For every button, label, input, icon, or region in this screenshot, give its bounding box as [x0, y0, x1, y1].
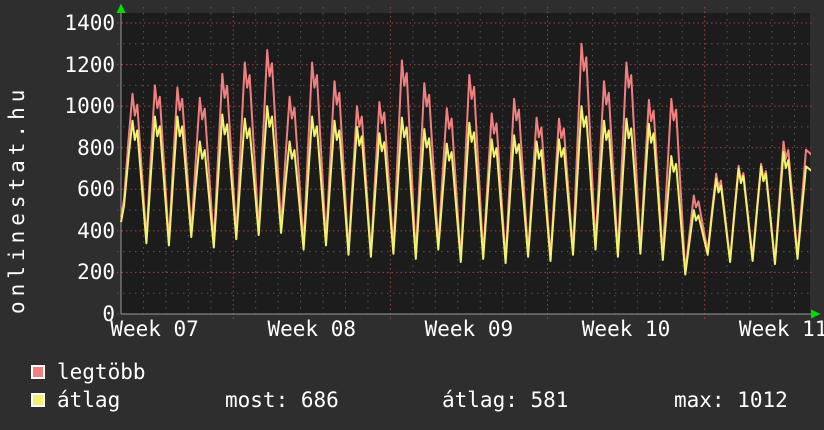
stat-most: most: 686: [225, 388, 339, 412]
legend-label-atlag: átlag: [57, 388, 121, 412]
x-tick-label-2: Week 08: [267, 317, 356, 341]
series-line-legtobb: [120, 42, 811, 274]
y-tick-label-200: 200: [77, 260, 115, 285]
legend-label-legtobb: legtöbb: [57, 360, 146, 384]
y-tick-label-1400: 1400: [64, 11, 115, 35]
x-tick-label-4: Week 10: [581, 317, 671, 341]
x-tick-label-1: Week 07: [110, 317, 199, 341]
legend-swatch-atlag: [31, 393, 45, 407]
y-axis-arrow-icon: [116, 3, 126, 13]
y-tick-label-400: 400: [77, 218, 115, 243]
stat-max: max: 1012: [674, 388, 788, 412]
y-tick-label-1000: 1000: [64, 94, 115, 119]
x-axis-arrow-icon: [811, 309, 821, 319]
legend-swatch-legtobb: [31, 365, 45, 379]
y-tick-label-0: 0: [102, 302, 115, 326]
x-tick-label-3: Week 09: [424, 317, 514, 341]
x-tick-label-5: Week 11: [738, 317, 824, 341]
y-tick-label-600: 600: [77, 177, 115, 202]
y-tick-label-1200: 1200: [64, 52, 115, 77]
y-tick-label-800: 800: [77, 135, 115, 160]
series-layer: [120, 42, 811, 276]
stat-atlag: átlag: 581: [442, 388, 569, 412]
series-line-atlag: [120, 105, 811, 276]
